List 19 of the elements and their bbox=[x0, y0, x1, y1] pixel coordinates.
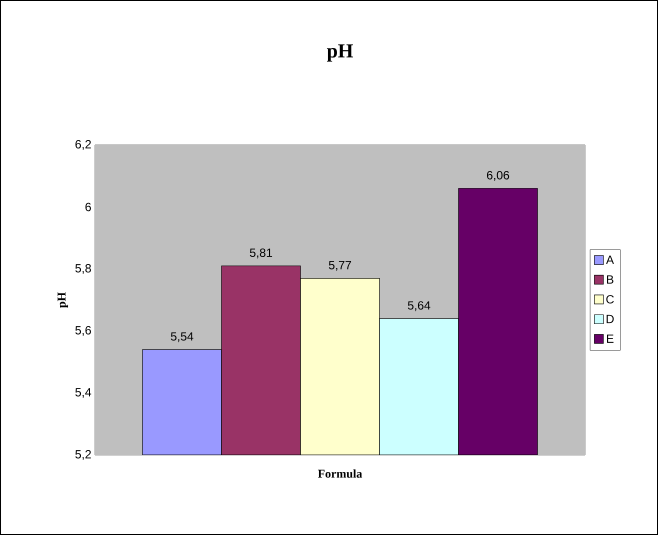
legend-label: C bbox=[606, 295, 614, 304]
legend-label: A bbox=[606, 256, 614, 264]
data-label: 6,06 bbox=[486, 170, 510, 181]
x-axis-title: Formula bbox=[318, 469, 362, 478]
y-tick-label: 6 bbox=[85, 202, 91, 212]
legend-label: B bbox=[607, 275, 614, 284]
y-tick-label: 5,6 bbox=[75, 326, 91, 336]
data-label: 5,54 bbox=[170, 332, 194, 342]
y-tick-label: 5,8 bbox=[75, 264, 91, 274]
y-tick-label: 5,4 bbox=[75, 388, 92, 398]
y-tick-label: 5,2 bbox=[75, 450, 91, 460]
y-tick-label: 6,2 bbox=[75, 140, 91, 150]
data-label: 5,77 bbox=[328, 261, 352, 271]
y-axis-title: pH bbox=[58, 292, 68, 308]
chart-title: pH bbox=[326, 44, 353, 62]
legend-label: D bbox=[606, 314, 614, 324]
legend-label: E bbox=[607, 334, 614, 343]
data-label: 5,64 bbox=[408, 301, 430, 312]
data-label: 5,81 bbox=[250, 248, 272, 258]
